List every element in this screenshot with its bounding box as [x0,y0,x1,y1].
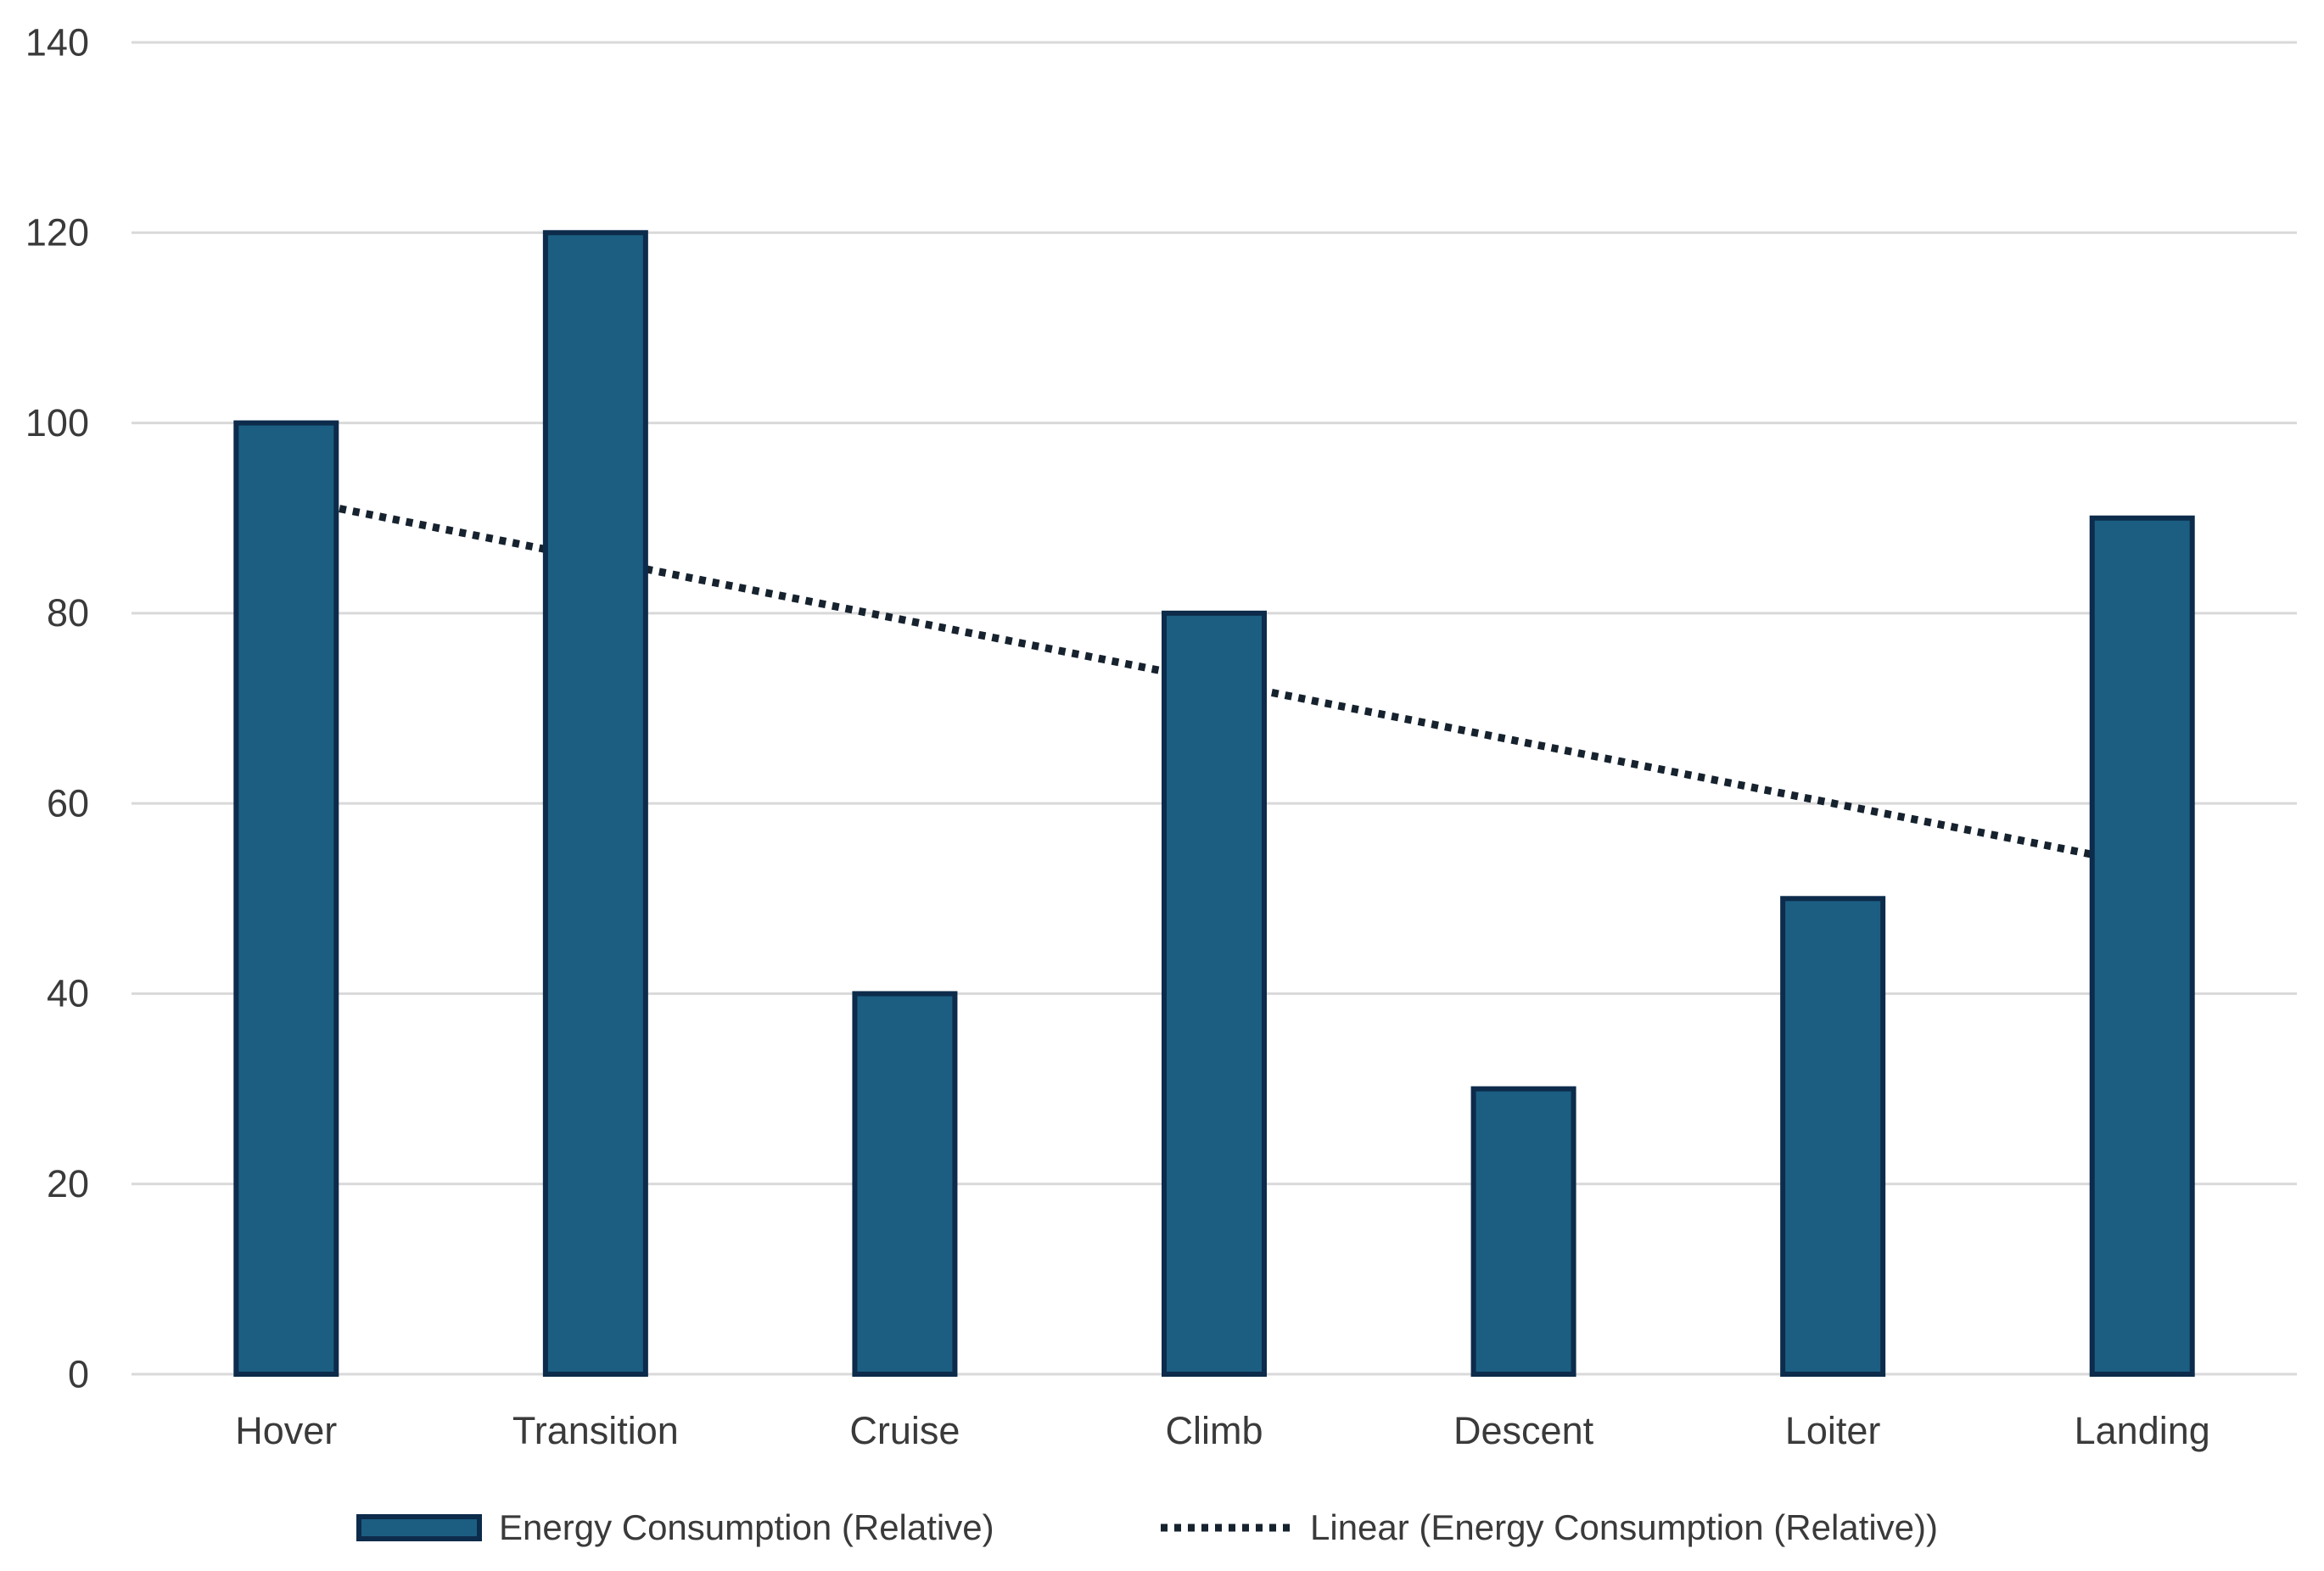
y-axis-tick-labels: 0 20 40 60 80 100 120 140 [25,20,89,1395]
bar-loiter [1780,896,1886,1378]
category-label-transition: Transition [512,1409,679,1452]
bar-descent [1470,1086,1576,1377]
bar-transition [542,230,648,1377]
legend-item-linear-trendline: Linear (Energy Consumption (Relative)) [1161,1508,1938,1547]
x-axis-category-labels: Hover Transition Cruise Climb Descent Loiter L… [235,1409,2210,1452]
legend-dotted-line-swatch [1161,1523,1293,1532]
category-label-loiter: Loiter [1785,1409,1881,1452]
y-tick-label-140: 140 [25,20,89,64]
bar-series-energy-consumption [233,230,2195,1378]
bar-hover [233,420,339,1378]
category-label-cruise: Cruise [849,1409,960,1452]
category-label-hover: Hover [235,1409,337,1452]
legend-item-energy-consumption: Energy Consumption (Relative) [356,1508,994,1547]
y-tick-label-40: 40 [47,972,89,1015]
y-tick-label-100: 100 [25,401,89,444]
chart-legend: Energy Consumption (Relative) Linear (En… [0,1508,2324,1551]
legend-label-linear-trendline: Linear (Energy Consumption (Relative)) [1310,1507,1938,1547]
y-tick-label-60: 60 [47,781,89,825]
y-tick-label-0: 0 [68,1352,89,1395]
category-label-landing: Landing [2075,1409,2210,1452]
bar-cruise [852,991,958,1378]
y-tick-label-120: 120 [25,211,89,254]
category-label-descent: Descent [1453,1409,1594,1452]
y-tick-label-80: 80 [47,591,89,635]
legend-label-energy-consumption: Energy Consumption (Relative) [499,1507,994,1547]
legend-bar-swatch [356,1514,482,1541]
category-label-climb: Climb [1165,1409,1263,1452]
bar-climb [1162,610,1267,1377]
y-tick-label-20: 20 [47,1162,89,1205]
bar-landing [2089,515,2195,1377]
